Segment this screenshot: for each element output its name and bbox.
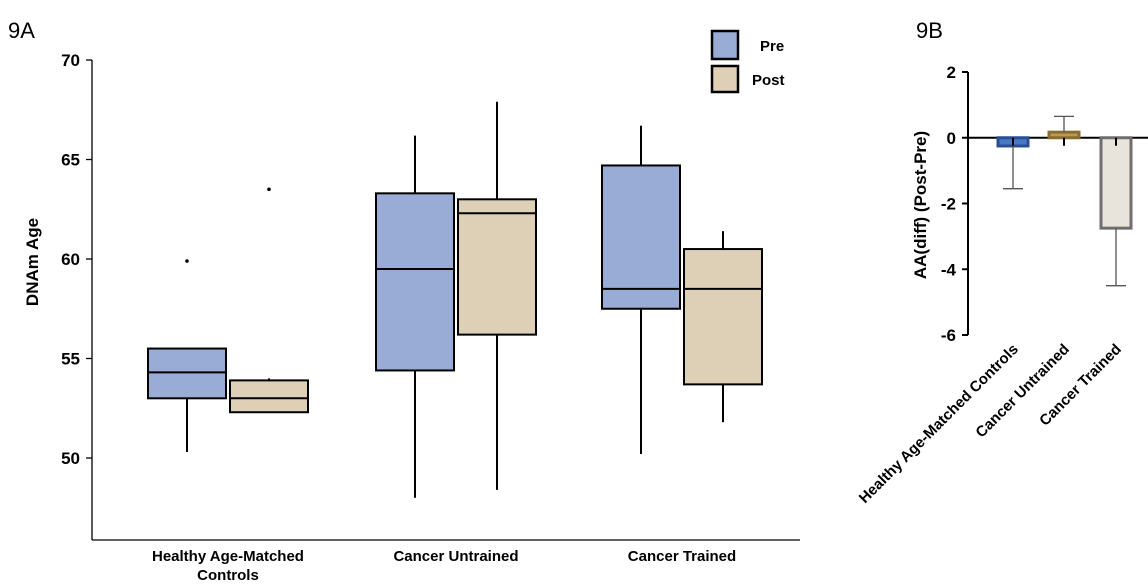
box-post	[457, 101, 537, 490]
b-y-tick-label: -6	[941, 326, 956, 345]
y-tick-label: 65	[61, 151, 80, 170]
y-tick-labels: 50 55 60 65 70	[61, 51, 92, 468]
panel-label-9b: 9B	[916, 18, 943, 43]
box-post	[229, 187, 309, 414]
box-body	[229, 379, 309, 414]
legend-label-pre: Pre	[760, 38, 784, 55]
x-category-label: Controls	[197, 567, 259, 584]
x-category-labels: Healthy Age-Matched Controls Cancer Untrai…	[152, 548, 736, 584]
box-body	[457, 198, 537, 336]
b-y-tick-label: 2	[947, 63, 956, 82]
box-pre	[375, 135, 455, 498]
b-y-axis-label: AA(diff) (Post-Pre)	[911, 131, 930, 279]
legend: Pre Post	[710, 29, 785, 94]
y-tick-label: 55	[61, 350, 80, 369]
box-body	[601, 164, 681, 310]
b-y-tick-label: 0	[947, 129, 956, 148]
box-pre	[147, 259, 227, 453]
y-axis-label: DNAm Age	[23, 218, 42, 306]
box-post	[683, 231, 763, 423]
outlier-point	[267, 187, 271, 192]
bar	[1099, 136, 1133, 230]
x-category-label: Cancer Untrained	[393, 548, 518, 565]
legend-label-post: Post	[752, 72, 785, 89]
y-tick-label: 60	[61, 250, 80, 269]
legend-swatch-pre	[710, 29, 740, 61]
bar-chart-panel: AA(diff) (Post-Pre) 2 0 -2 -4 -6 Healthy Age…	[856, 63, 1148, 507]
box-plot-panel: DNAm Age 50 55 60 65 70 Healthy Age-Matched C…	[23, 29, 800, 584]
box-pre	[601, 125, 681, 455]
box-body	[683, 248, 763, 386]
b-y-tick-label: -2	[941, 195, 956, 214]
bars	[996, 115, 1133, 287]
legend-swatch-post	[710, 64, 740, 94]
b-y-tick-label: -4	[941, 260, 957, 279]
y-tick-label: 70	[61, 51, 80, 70]
box-body	[375, 192, 455, 372]
y-tick-label: 50	[61, 449, 80, 468]
b-x-category-label: Cancer Untrained	[972, 341, 1072, 441]
bar	[1047, 130, 1081, 140]
x-category-label: Healthy Age-Matched	[152, 548, 304, 565]
panel-label-9a: 9A	[8, 18, 35, 43]
outlier-point	[185, 259, 189, 263]
x-category-label: Cancer Trained	[628, 548, 736, 565]
boxes	[147, 101, 763, 498]
